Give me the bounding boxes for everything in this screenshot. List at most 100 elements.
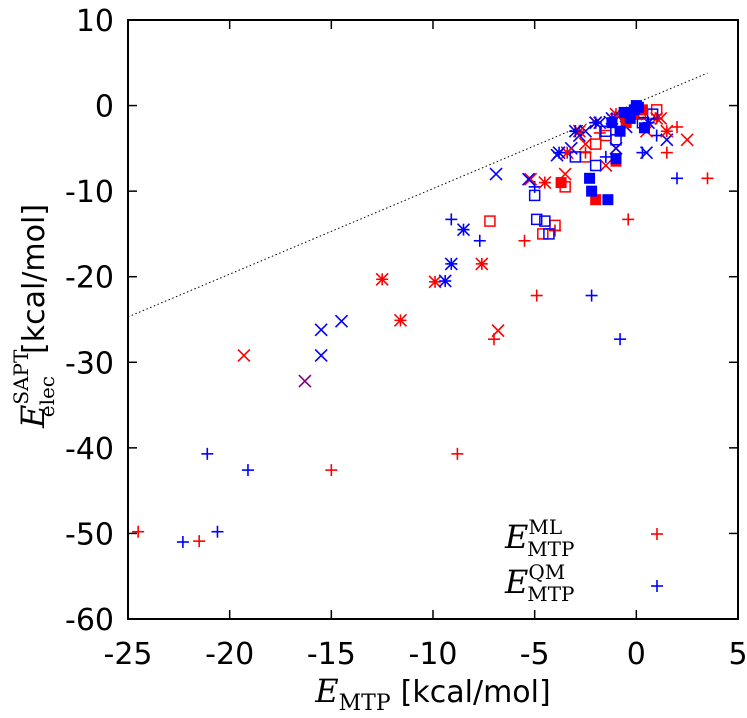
data-point-qm-box [543, 228, 555, 240]
data-point-ml-plus [660, 146, 673, 159]
y-tick-label: 0 [95, 90, 114, 125]
data-point-ml-plus [518, 234, 531, 247]
data-point-qm-plus [201, 447, 214, 460]
data-point-qm-star [438, 274, 452, 288]
data-point-ml-plus [530, 289, 543, 302]
y-tick-label: -40 [65, 432, 114, 467]
data-point-qm-cross [489, 167, 503, 181]
x-tick-label: 5 [728, 637, 747, 672]
data-point-qm-filled-box [618, 106, 630, 118]
y-tick-label: 10 [76, 4, 114, 39]
x-tick-label: -25 [104, 637, 153, 672]
data-point-qm-star [552, 146, 566, 160]
data-point-qm-star [568, 124, 582, 138]
data-point-ml-plus [671, 120, 683, 133]
data-point-ml-box [589, 138, 602, 150]
data-point-ml-cross [578, 137, 593, 151]
data-point-qm-star [444, 257, 458, 271]
data-point-qm-plus [211, 525, 224, 538]
data-point-ml-star [660, 124, 674, 138]
data-point-qm-filled-box [584, 172, 596, 184]
y-tick-label: -60 [65, 603, 114, 638]
data-point-qm-plus [614, 333, 627, 346]
data-point-qm-box [528, 189, 541, 202]
legend-sample-qm [651, 580, 663, 592]
data-point-qm-cross [639, 146, 654, 160]
data-point-ml-cross [491, 324, 505, 338]
data-point-qm-box [589, 159, 602, 172]
legend-entry-qm: EQM MTP [504, 560, 663, 606]
data-point-qm-box [539, 215, 551, 227]
data-point-ml-star [375, 272, 389, 286]
x-tick-label: -15 [307, 637, 356, 672]
data-point-qm-filled-box [638, 122, 650, 134]
data-point-qm-filled-box [602, 194, 614, 206]
data-point-ml-star [538, 176, 552, 190]
data-point-qm-plus [241, 464, 254, 477]
data-point-ml-plus [701, 172, 714, 185]
data-marks [127, 72, 714, 548]
data-point-ml-cross [524, 172, 538, 186]
legend: EML MTP EQM MTP [504, 515, 663, 606]
y-tick-label: -50 [65, 517, 114, 552]
y-tick-label: -30 [65, 346, 114, 381]
data-point-qm-box [600, 125, 612, 137]
data-point-qm-box [530, 213, 543, 226]
data-point-qm-plus [650, 129, 663, 142]
y-tick-label: -20 [65, 261, 114, 296]
data-point-qm-star [456, 223, 471, 237]
y-axis-label: ESAPT elec[kcal/mol] [9, 204, 59, 429]
data-point-ml-plus [451, 447, 464, 460]
data-point-ml-filled-box [555, 177, 567, 189]
data-point-qm-filled-box [624, 112, 636, 124]
x-axis-label: EMTP [kcal/mol] [314, 672, 550, 716]
data-point-qm-plus [585, 289, 598, 302]
data-point-ml-star [393, 313, 408, 327]
x-tick-label: -5 [520, 637, 550, 672]
data-point-qm-cross [314, 323, 328, 337]
data-point-qm-filled-box [586, 185, 598, 197]
legend-entry-ml: EML MTP [504, 515, 663, 561]
x-tick-label: -10 [409, 637, 458, 672]
data-point-ml-plus [622, 213, 635, 226]
data-point-qm-filled-box [606, 117, 618, 129]
x-tick-label: -20 [205, 637, 254, 672]
data-point-qm-star [589, 116, 603, 130]
reference-line [127, 72, 708, 318]
x-tick-label: 0 [627, 637, 646, 672]
data-point-qm-plus [176, 535, 189, 548]
data-point-ml-cross [599, 158, 613, 173]
y-tick-label: -10 [65, 175, 114, 210]
data-point-qm-cross [578, 124, 593, 138]
data-point-ml-plus [193, 535, 206, 548]
data-point-qm-cross [314, 348, 328, 363]
data-point-qm-filled-box [610, 153, 622, 165]
data-point-qm-plus [599, 150, 612, 163]
data-point-qm-filled-box [614, 125, 626, 137]
data-point-ml-box [537, 228, 549, 240]
data-point-qm-plus [445, 213, 458, 226]
data-point-ml-star [428, 275, 442, 289]
data-point-ml-cross [237, 348, 251, 363]
data-point-overlap-cross [298, 374, 312, 388]
data-point-qm-box [569, 151, 582, 163]
data-point-qm-plus [671, 172, 683, 185]
axis-ticks [127, 19, 739, 620]
legend-marker-ml-plus [651, 528, 663, 540]
data-point-ml-cross [680, 133, 694, 147]
data-point-qm-cross [334, 314, 349, 328]
data-point-ml-star [475, 257, 489, 271]
data-point-qm-plus [473, 234, 486, 247]
data-point-qm-cross [522, 172, 536, 186]
data-point-ml-plus [325, 464, 338, 477]
data-point-ml-plus [593, 126, 606, 139]
data-point-ml-filled-box [590, 194, 602, 206]
legend-sample-ml [651, 528, 663, 540]
legend-marker-qm-plus [651, 580, 663, 592]
data-point-qm-filled-box [630, 100, 642, 112]
data-point-ml-plus [132, 525, 145, 538]
